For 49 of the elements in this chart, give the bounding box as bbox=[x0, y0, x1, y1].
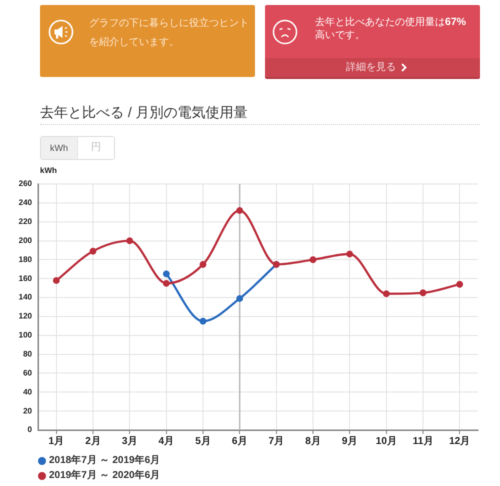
x-tick-label: 11月 bbox=[412, 436, 434, 447]
y-tick-label: 260 bbox=[18, 179, 33, 188]
point bbox=[200, 261, 206, 268]
toggle-button: 円 bbox=[77, 137, 114, 159]
point bbox=[236, 207, 244, 214]
x-tick-label: 2月 bbox=[85, 436, 101, 447]
x-tick-label: 9月 bbox=[342, 436, 358, 447]
x-tick-label: 12月 bbox=[449, 436, 470, 447]
y-tick-label: 240 bbox=[18, 198, 33, 208]
point bbox=[200, 318, 206, 325]
x-tick-label: 3月 bbox=[122, 436, 138, 447]
point bbox=[346, 250, 354, 258]
y-tick-label: 220 bbox=[18, 217, 33, 226]
details-button: 詳細を見る bbox=[265, 58, 480, 77]
x-tick-label: 4月 bbox=[158, 436, 174, 447]
point bbox=[162, 270, 170, 278]
y-tick-label: 120 bbox=[18, 312, 33, 321]
chart-title: 去年と比べる / 月別の電気使用量 bbox=[40, 103, 248, 122]
x-tick-label: 8月 bbox=[305, 436, 321, 447]
x-tick-label: 7月 bbox=[268, 436, 284, 447]
point bbox=[90, 248, 96, 255]
point bbox=[310, 256, 316, 264]
point bbox=[162, 280, 170, 287]
toggle-button: kWh bbox=[41, 137, 77, 159]
point bbox=[126, 237, 134, 244]
x-tick-label: 10月 bbox=[376, 436, 397, 447]
y-tick-label: 100 bbox=[18, 330, 33, 340]
y-axis-title: kWh bbox=[40, 166, 57, 176]
y-tick-label: 20 bbox=[23, 406, 33, 416]
point bbox=[382, 290, 390, 298]
text: グラフの下に暮らしに役立つヒントを紹介しています。 bbox=[89, 16, 250, 50]
y-tick-label: 80 bbox=[23, 350, 33, 359]
legend-label: 2019年7月 ～ 2020年6月 bbox=[49, 469, 160, 484]
y-tick-label: 160 bbox=[18, 274, 33, 283]
x-tick-label: 1月 bbox=[48, 436, 64, 447]
point bbox=[420, 289, 426, 296]
point bbox=[236, 295, 244, 302]
x-tick-label: 5月 bbox=[195, 436, 211, 447]
x-tick-label: 6月 bbox=[232, 436, 248, 447]
text: 去年と比べあなたの使用量は67%高いです。 bbox=[315, 16, 466, 41]
legend-label: 2018年7月 ～ 2019年6月 bbox=[49, 454, 160, 468]
y-tick-label: 0 bbox=[28, 425, 33, 434]
point bbox=[52, 277, 60, 284]
y-tick-label: 180 bbox=[18, 254, 33, 264]
point bbox=[456, 280, 464, 288]
y-tick-label: 200 bbox=[18, 236, 33, 245]
y-tick-label: 60 bbox=[23, 368, 33, 378]
y-tick-label: 140 bbox=[18, 292, 33, 302]
y-tick-label: 40 bbox=[23, 387, 33, 396]
